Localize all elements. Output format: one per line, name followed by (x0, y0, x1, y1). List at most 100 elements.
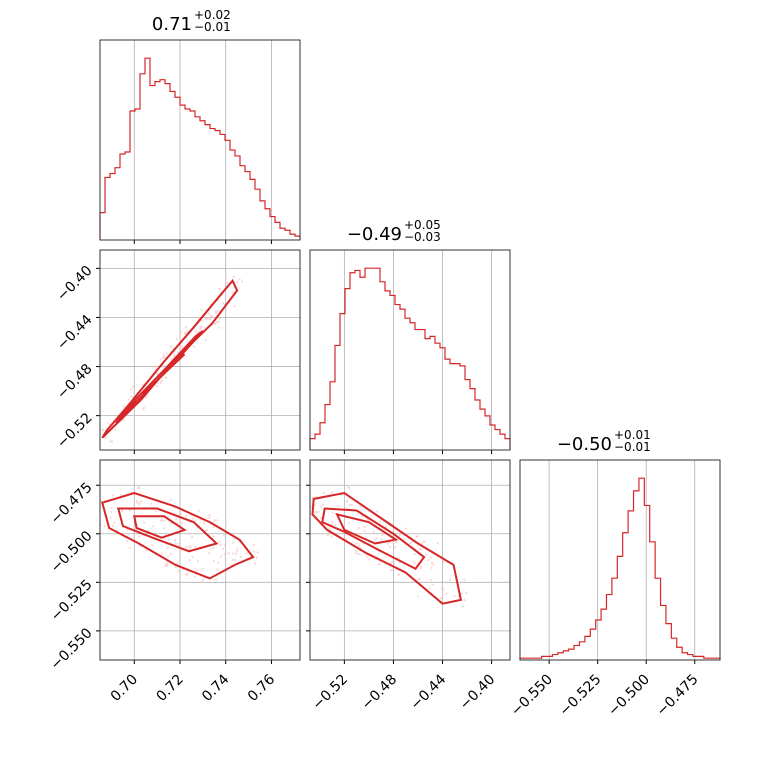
panel-3-point-56 (232, 558, 235, 561)
panel-3-point-43 (217, 540, 221, 543)
panel-3-ytick-label-1: −0.500 (48, 528, 96, 576)
panel-2-point-56 (218, 287, 221, 291)
panel-5-point-64 (416, 595, 420, 598)
panel-3-point-137 (166, 515, 170, 518)
panel-2-point-35 (232, 275, 235, 279)
panel-4-title: −0.49 +0.05−0.03 (347, 218, 441, 245)
panel-3-point-29 (189, 545, 192, 548)
panel-5-point-65 (461, 605, 464, 608)
panel-5-point-21 (388, 541, 391, 544)
panel-5-point-86 (442, 560, 445, 563)
panel-3-point-37 (188, 559, 191, 562)
panel-5-point-157 (357, 542, 360, 545)
panel-5-point-4 (321, 503, 325, 506)
panel-5-point-5 (424, 553, 427, 556)
panel-3-point-130 (177, 570, 180, 573)
panel-5-point-14 (363, 530, 366, 533)
panel-2-point-20 (156, 372, 159, 375)
panel-5-point-141 (319, 505, 323, 508)
panel-5-point-76 (357, 544, 361, 547)
panel-1-title: 0.71 +0.02−0.01 (152, 8, 231, 35)
panel-3-point-101 (140, 499, 143, 503)
panel-2-point-62 (165, 352, 168, 355)
panel-3-point-23 (231, 552, 235, 555)
panel-3-points (98, 486, 259, 582)
panel-2-point-159 (131, 385, 134, 388)
panel-2-frame (99, 249, 301, 451)
panel-5-point-125 (375, 510, 379, 513)
panel-5-contour-0 (311, 491, 463, 605)
panel-5-point-63 (398, 533, 401, 536)
panel-3-point-144 (222, 547, 225, 551)
panel-5-point-58 (330, 491, 334, 494)
panel-2-point-114 (204, 318, 207, 321)
panel-3-point-119 (138, 487, 141, 490)
panel-6-frame (519, 459, 721, 661)
panel-5-point-44 (330, 535, 333, 538)
panel-5-point-117 (319, 517, 323, 520)
panel-5-point-68 (355, 549, 358, 552)
panel-2-point-6 (203, 326, 206, 329)
panel-3-point-78 (239, 555, 242, 559)
panel-2-point-144 (215, 310, 218, 313)
panel-5-point-31 (446, 581, 449, 584)
panel-3-point-71 (176, 561, 179, 564)
panel-5-point-155 (420, 566, 423, 570)
panel-5-point-111 (463, 598, 466, 601)
panel-5-point-114 (413, 552, 417, 555)
panel-2-point-50 (222, 302, 225, 305)
panel-3-point-83 (223, 552, 226, 555)
panel-3-point-66 (150, 502, 153, 505)
panel-3-point-150 (128, 509, 131, 512)
panel-5-point-53 (423, 540, 426, 543)
panel-2-contour-0 (101, 278, 239, 439)
panel-5-point-18 (372, 530, 375, 533)
panel-5-point-136 (431, 583, 434, 586)
panel-3-point-97 (111, 494, 114, 497)
panel-2-point-152 (231, 291, 234, 295)
panel-5-point-153 (404, 527, 408, 530)
panel-3-point-57 (217, 561, 220, 564)
panel-3-point-141 (109, 510, 113, 514)
panel-3-xtick-label-3: 0.76 (245, 671, 278, 704)
grid-layer (100, 40, 696, 660)
panel-1-histogram-line (99, 57, 301, 240)
panel-2-point-33 (162, 353, 165, 356)
panel-2-point-0 (226, 282, 229, 285)
panel-5-point-112 (379, 520, 382, 523)
panel-3-contour-2 (133, 515, 187, 539)
panel-3-xtick-label-2: 0.74 (199, 671, 232, 704)
panel-3-point-136 (227, 552, 230, 555)
panel-3-xtick-label-1: 0.72 (153, 672, 186, 705)
panel-5-point-90 (393, 546, 397, 549)
panel-2-point-149 (210, 314, 213, 318)
panel-3-point-49 (212, 521, 215, 524)
panel-3-point-4 (110, 507, 113, 510)
panel-4-frame (309, 249, 511, 451)
panel-5-point-67 (331, 520, 334, 523)
panel-5-point-70 (348, 522, 351, 525)
panel-6-title-minus: −0.01 (614, 440, 651, 454)
panel-2-point-57 (200, 319, 204, 322)
panel-5-point-151 (389, 562, 392, 565)
panel-3-point-24 (209, 547, 212, 550)
panel-3-point-33 (173, 539, 177, 542)
panel-5-point-129 (317, 510, 320, 513)
panel-2-point-47 (159, 381, 162, 384)
panel-3-point-132 (194, 575, 197, 578)
panel-2-point-71 (164, 356, 167, 359)
panel-3-point-63 (191, 517, 195, 520)
panel-3-point-41 (188, 532, 191, 535)
panel-5-point-59 (432, 563, 435, 566)
panel-5-point-24 (418, 577, 421, 580)
panel-3-point-32 (256, 551, 259, 554)
panel-3-point-47 (154, 509, 158, 513)
panel-3-point-17 (212, 559, 215, 563)
panel-3-point-104 (164, 564, 167, 567)
panel-5-point-78 (445, 592, 448, 595)
panel-5-point-144 (430, 578, 433, 581)
text-layer: 0.71 +0.02−0.01−0.49 +0.05−0.03−0.50 +0.01−… (48, 8, 702, 719)
panel-3-point-88 (162, 527, 166, 530)
panel-2-point-51 (122, 405, 125, 408)
